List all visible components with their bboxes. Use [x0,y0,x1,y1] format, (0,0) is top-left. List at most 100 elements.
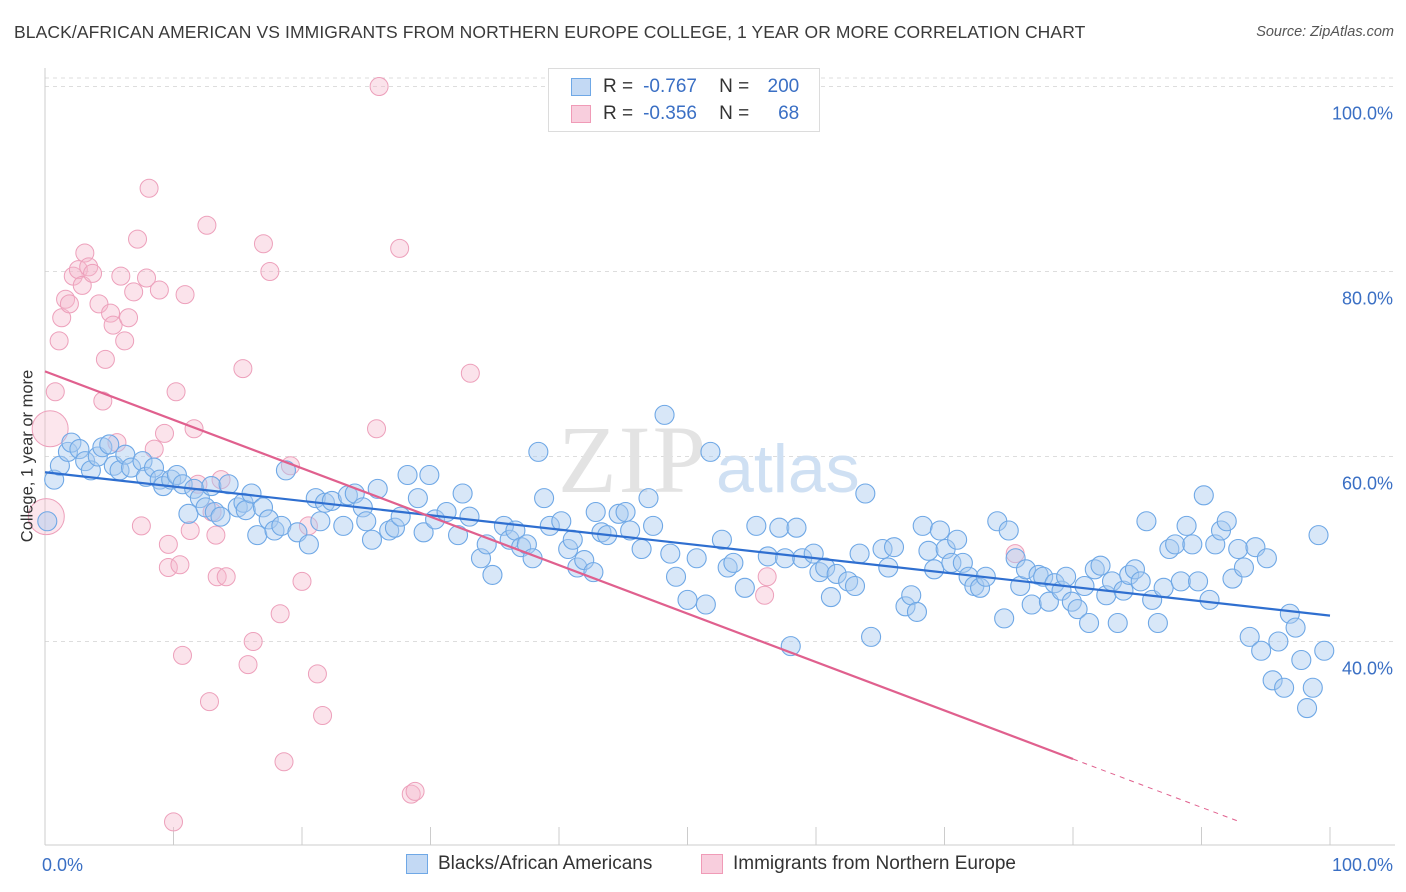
blue-point [247,525,268,546]
blue-point [1079,612,1100,634]
blue-point [620,520,641,541]
blue-point [929,520,950,541]
pink-point [95,349,115,369]
blue-point [1268,631,1289,652]
pink-points [27,77,1025,832]
blue-point [585,501,606,523]
blue-point [1314,640,1335,661]
blue-point [1147,612,1168,634]
blue-point [1084,559,1105,580]
pink-point [155,423,175,443]
blue-point [1256,548,1277,569]
blue-point [132,451,153,472]
bottom-legend-pink: Immigrants from Northern Europe [701,852,1016,876]
blue-point [1005,548,1026,569]
pink-point [158,534,178,554]
pink-point [405,781,425,801]
y-axis-label: College, 1 year or more [18,369,37,543]
grid-lines [45,77,1395,642]
x-tick-label-min: 0.0% [42,855,83,875]
blue-point [665,566,687,587]
pink-point [243,632,263,651]
blue-point [786,517,807,538]
blue-point [826,563,847,585]
legend-r-label: R = [603,103,634,124]
blue-point [333,515,354,536]
blue-point [120,457,142,478]
pink-point [274,752,294,772]
pink-point [755,585,775,605]
blue-point [528,441,549,462]
blue-point [734,577,755,598]
x-tick-label-max: 100.0% [1332,855,1393,875]
pink-point [83,263,103,283]
blue-point [1124,559,1146,580]
pink-point [270,604,290,624]
blue-trend-line [44,471,1331,617]
blue-point [1233,557,1255,578]
blue-point [1262,670,1283,691]
pink-trend-extension [1072,758,1241,823]
blue-point [1199,589,1220,610]
pink-point [369,77,389,96]
blue-point [1033,566,1054,587]
blue-point [631,538,652,560]
blue-point [1015,559,1037,580]
blue-point [69,439,90,460]
blue-point [855,483,876,504]
blue-point [447,525,469,546]
blue-point [1291,649,1312,671]
pink-trend-line [44,370,1074,761]
blue-point [551,511,572,532]
blue-point [534,488,555,509]
pink-point [103,315,123,335]
legend-r-value: -0.356 [643,103,697,124]
blue-point [1119,564,1140,585]
blue-point [37,511,58,532]
blue-point [1274,677,1295,698]
blue-point [1165,534,1186,555]
blue-point [677,589,698,610]
blue-point [1021,594,1042,615]
blue-point [384,517,405,538]
legend-row-blue: R = -0.767 N = 200 [571,75,799,99]
bottom-legend-label-pink: Immigrants from Northern Europe [733,853,1016,874]
blue-point [918,540,939,561]
pink-point [175,285,195,305]
blue-point [1188,571,1209,592]
pink-point [49,331,69,351]
tick-labels: 40.0% 60.0% 80.0% 100.0% 0.0% 100.0% [42,104,1393,876]
pink-point [124,282,144,302]
blue-point [746,515,767,536]
legend-row-pink: R = -0.356 N = 68 [571,102,799,126]
legend-n-value: 200 [767,76,800,97]
blue-point [407,488,428,509]
blue-point [1107,612,1128,634]
blue-point [906,601,928,622]
blue-point [895,596,916,617]
y-tick-label: 100.0% [1332,104,1393,124]
blue-point [390,506,411,527]
pink-point [164,812,183,832]
legend-r-value: -0.767 [643,76,697,97]
y-tick-label: 60.0% [1342,474,1393,494]
source-label: Source: ZipAtlas.com [1256,24,1394,40]
pink-point [59,294,79,314]
blue-point [379,520,400,541]
blue-point [912,515,933,536]
blue-point [700,441,721,462]
pink-point [206,525,226,545]
pink-point [460,363,480,383]
pink-point [757,567,777,587]
chart-title: BLACK/AFRICAN AMERICAN VS IMMIGRANTS FRO… [14,22,1086,42]
blue-point [615,501,636,523]
blue-point [883,537,905,558]
blue-point [844,575,866,597]
blue-point [558,538,579,560]
pink-point [292,571,312,591]
pink-point [111,266,131,286]
blue-point [1074,575,1095,597]
blue-point [1056,566,1077,587]
pink-point [313,706,333,725]
blue-point [820,587,841,608]
